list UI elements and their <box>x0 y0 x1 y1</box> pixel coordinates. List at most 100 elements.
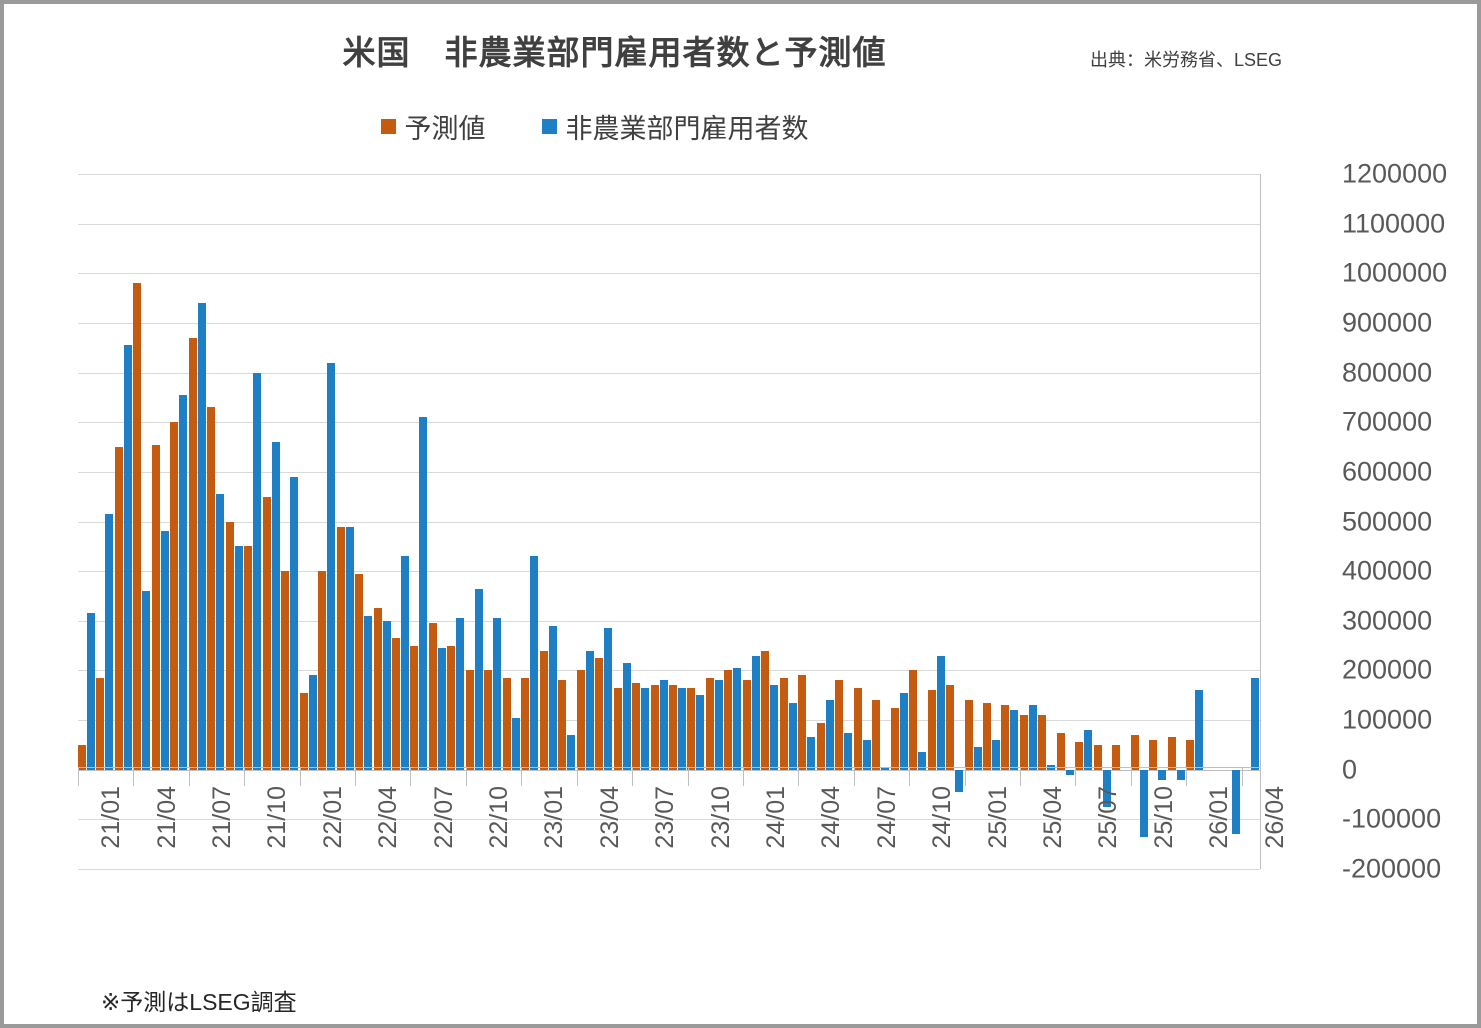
bar-actual <box>881 767 890 770</box>
x-axis-tick <box>1130 768 1132 786</box>
bar-group <box>1093 174 1112 869</box>
bar-forecast <box>982 702 991 770</box>
x-axis-tick-label: 23/01 <box>540 786 569 849</box>
x-axis-tick-label: 21/04 <box>152 786 181 849</box>
bar-actual <box>179 394 188 770</box>
legend-swatch-forecast <box>380 119 396 134</box>
y-axis-tick-label: 800000 <box>1342 357 1433 388</box>
bar-actual <box>659 680 668 770</box>
bar-forecast <box>705 677 714 770</box>
bar-group <box>798 174 816 869</box>
bar-actual <box>364 615 373 770</box>
bar-group <box>909 174 927 869</box>
bar-actual <box>197 303 206 770</box>
bar-forecast <box>576 670 585 770</box>
bar-actual <box>142 591 151 770</box>
bar-group <box>687 174 705 869</box>
bar-group <box>1149 174 1167 869</box>
gridline <box>78 819 1260 821</box>
bar-actual <box>751 655 760 770</box>
x-axis-tick <box>909 768 911 786</box>
bar-forecast <box>558 680 567 770</box>
x-axis-tick <box>853 768 855 786</box>
x-axis-tick-label: 22/04 <box>374 786 403 849</box>
bar-group <box>1038 174 1056 869</box>
bar-actual <box>585 650 594 770</box>
bar-forecast <box>1093 744 1102 770</box>
x-axis-tick-label: 25/01 <box>983 786 1012 849</box>
x-axis-tick <box>1241 768 1243 786</box>
bar-group <box>742 174 761 869</box>
bar-actual <box>290 476 299 770</box>
x-axis-tick-label: 24/04 <box>817 786 846 849</box>
legend-item-actual: 非農業部門雇用者数 <box>541 107 809 146</box>
bar-group <box>318 174 336 869</box>
x-axis-tick-label: 24/01 <box>762 786 791 849</box>
y-axis-tick-label: 0 <box>1342 754 1358 785</box>
bar-actual <box>456 618 465 770</box>
x-axis-tick-label: 26/01 <box>1205 786 1234 849</box>
bar-actual <box>955 769 964 792</box>
bar-group <box>502 174 521 869</box>
bar-forecast <box>964 700 973 770</box>
y-axis-tick-label: 300000 <box>1342 605 1433 636</box>
bar-forecast <box>613 687 622 770</box>
bar-actual <box>105 514 114 770</box>
bar-forecast <box>484 670 493 770</box>
x-axis-tick <box>576 768 578 786</box>
bar-actual <box>696 695 705 770</box>
bar-group <box>262 174 281 869</box>
gridline <box>78 372 1260 374</box>
gridline <box>78 322 1260 324</box>
bar-actual <box>770 685 779 770</box>
bar-group <box>96 174 114 869</box>
x-axis-tick <box>1019 768 1021 786</box>
bar-forecast <box>798 675 807 770</box>
bar-actual <box>733 667 742 770</box>
bar-group <box>1130 174 1149 869</box>
bar-actual <box>1232 769 1241 835</box>
bar-forecast <box>96 677 105 770</box>
y-axis-tick-label: 700000 <box>1342 406 1433 437</box>
bar-actual <box>899 692 908 770</box>
bar-group <box>1075 174 1093 869</box>
x-axis-tick <box>244 768 246 786</box>
bar-group <box>632 174 650 869</box>
bar-group <box>355 174 373 869</box>
x-axis-tick-label: 23/10 <box>706 786 735 849</box>
gridline <box>78 869 1260 870</box>
x-axis-tick <box>632 768 634 786</box>
bar-forecast <box>687 687 696 770</box>
bar-forecast <box>1038 715 1047 770</box>
bar-group <box>1112 174 1130 869</box>
bar-actual <box>918 752 927 770</box>
y-axis-tick-label: 400000 <box>1342 555 1433 586</box>
bar-actual <box>1139 769 1148 837</box>
bar-group <box>391 174 410 869</box>
bar-forecast <box>336 526 345 770</box>
bar-forecast <box>225 521 234 770</box>
bar-actual <box>678 687 686 770</box>
bar-actual <box>216 494 225 770</box>
bar-forecast <box>521 677 530 770</box>
bar-actual <box>530 556 539 770</box>
bar-group <box>946 174 964 869</box>
chart-legend: 予測値 非農業部門雇用者数 <box>4 107 1481 146</box>
bar-forecast <box>632 682 641 770</box>
x-axis-tick <box>964 768 966 786</box>
x-axis-tick-label: 22/01 <box>318 786 347 849</box>
x-axis-labels: 21/01 21/04 21/07 21/10 22/01 22/04 22/07 22/10… <box>4 786 1481 896</box>
bar-group <box>225 174 244 869</box>
bar-actual <box>87 613 95 770</box>
x-axis-tick <box>410 768 412 786</box>
footnote: ※予測はLSEG調査 <box>101 989 297 1015</box>
bar-group <box>613 174 632 869</box>
bar-group <box>428 174 447 869</box>
bar-group <box>410 174 428 869</box>
gridline <box>78 422 1260 424</box>
bar-series-container <box>78 174 1260 869</box>
bar-group <box>1186 174 1204 869</box>
bar-forecast <box>281 571 290 770</box>
bar-group <box>447 174 465 869</box>
